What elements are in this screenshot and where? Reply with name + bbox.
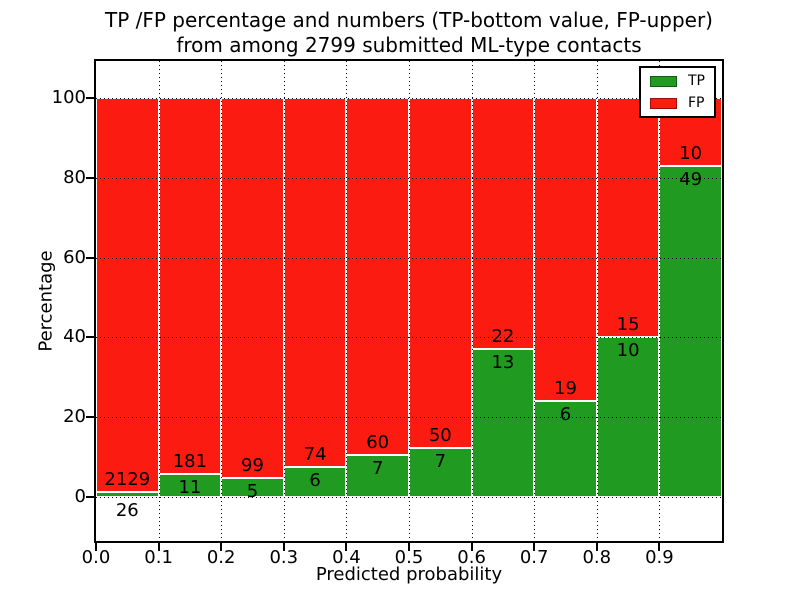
y-tick-label: 100 [51, 87, 86, 108]
bar-tp-segment [346, 455, 409, 497]
y-tick-label: 20 [63, 406, 86, 428]
chart-title: TP /FP percentage and numbers (TP-bottom… [96, 8, 722, 58]
fp-count-label: 22 [491, 325, 515, 347]
x-tick-label: 0.0 [81, 547, 111, 568]
tp-count-label: 49 [679, 168, 703, 190]
y-tick-label: 80 [63, 166, 86, 188]
chart-title-line1: TP /FP percentage and numbers (TP-bottom… [105, 8, 713, 32]
annotations-layer: 2129 26 181 11 99 5 74 6 60 7 50 7 22 13 19 6 15 10 10 49 [96, 61, 722, 541]
fp-count-label: 10 [679, 142, 703, 164]
tp-count-label: 13 [491, 351, 515, 373]
tp-count-label: 6 [309, 470, 321, 492]
bar-fp-segment [283, 98, 347, 468]
tp-count-label: 26 [115, 500, 139, 521]
bar-fp-segment [596, 98, 660, 338]
v-gridline [659, 61, 661, 541]
x-tick-label: 0.5 [394, 547, 424, 568]
v-gridline [471, 61, 473, 541]
y-tick-mark [86, 97, 94, 99]
x-tick-label: 0.6 [457, 547, 486, 568]
v-gridline [283, 61, 285, 541]
y-tick-mark [86, 416, 94, 419]
x-tick-mark [658, 543, 661, 551]
tp-count-label: 7 [371, 458, 384, 480]
tp-count-label: 5 [246, 480, 259, 502]
tp-count-label: 10 [616, 340, 640, 362]
legend: TP FP [639, 66, 716, 118]
plot-area: 2129 26 181 11 99 5 74 6 60 7 50 7 22 13 19 6 15 10 10 49 T… [94, 59, 724, 543]
bar-fp-segment [534, 98, 597, 402]
fp-count-label: 50 [428, 425, 452, 446]
bar-tp-segment [659, 165, 722, 497]
fp-count-label: 15 [616, 314, 640, 336]
x-tick-label: 0.3 [269, 547, 299, 568]
x-tick-label: 0.9 [645, 547, 674, 568]
bar-tp-segment [409, 448, 472, 497]
tp-count-label: 6 [559, 404, 572, 426]
bar-fp-segment [346, 98, 409, 456]
fp-count-label: 99 [241, 454, 264, 476]
x-axis-label: Predicted probability [315, 564, 503, 585]
bar-fp-segment [471, 98, 535, 349]
x-tick-label: 0.8 [582, 547, 612, 568]
bar-fp-segment [221, 98, 284, 478]
fp-count-label: 60 [366, 432, 390, 454]
x-tick-label: 0.2 [206, 547, 236, 568]
x-tick-mark [95, 543, 97, 551]
legend-swatch-tp-icon [650, 75, 677, 87]
fp-count-label: 181 [172, 451, 208, 473]
legend-entry-tp: TP [650, 74, 705, 88]
bar-tp-segment [283, 467, 347, 497]
x-tick-mark [220, 543, 223, 551]
v-gridline [409, 61, 410, 541]
legend-label-tp: TP [688, 73, 705, 89]
x-tick-mark [533, 543, 536, 551]
tp-count-label: 7 [434, 451, 447, 472]
tp-count-label: 11 [178, 477, 202, 499]
x-tick-mark [470, 543, 473, 551]
bar-fp-segment [409, 98, 472, 448]
v-gridline [596, 61, 598, 541]
bar-tp-segment [471, 348, 535, 497]
legend-swatch-fp-icon [650, 97, 677, 109]
v-gridline [346, 61, 348, 541]
x-tick-mark [157, 543, 160, 551]
fp-count-label: 2129 [104, 469, 151, 491]
v-gridline [534, 61, 536, 541]
y-tick-mark [86, 336, 94, 339]
y-tick-label: 40 [63, 326, 86, 348]
x-tick-label: 0.7 [519, 547, 549, 568]
v-gridline [221, 61, 223, 541]
y-tick-label: 0 [74, 486, 86, 507]
grid-layer [96, 61, 722, 541]
legend-label-fp: FP [688, 95, 705, 111]
fp-count-label: 19 [554, 378, 577, 400]
x-tick-mark [408, 543, 410, 551]
y-tick-mark [86, 256, 94, 259]
bar-fp-segment [96, 98, 159, 493]
x-tick-mark [345, 543, 348, 551]
x-tick-label: 0.4 [332, 547, 361, 568]
fp-count-label: 74 [303, 444, 327, 466]
v-gridline [158, 61, 160, 541]
y-tick-label: 60 [63, 246, 86, 268]
chart-title-line2: from among 2799 submitted ML-type contac… [176, 33, 642, 57]
x-tick-mark [595, 543, 598, 551]
legend-entry-fp: FP [650, 96, 705, 110]
x-tick-mark [282, 543, 285, 551]
y-tick-mark [86, 496, 94, 498]
bars-layer [96, 61, 722, 541]
y-tick-mark [86, 176, 94, 179]
bar-tp-segment [96, 492, 159, 497]
x-tick-label: 0.1 [144, 547, 173, 568]
